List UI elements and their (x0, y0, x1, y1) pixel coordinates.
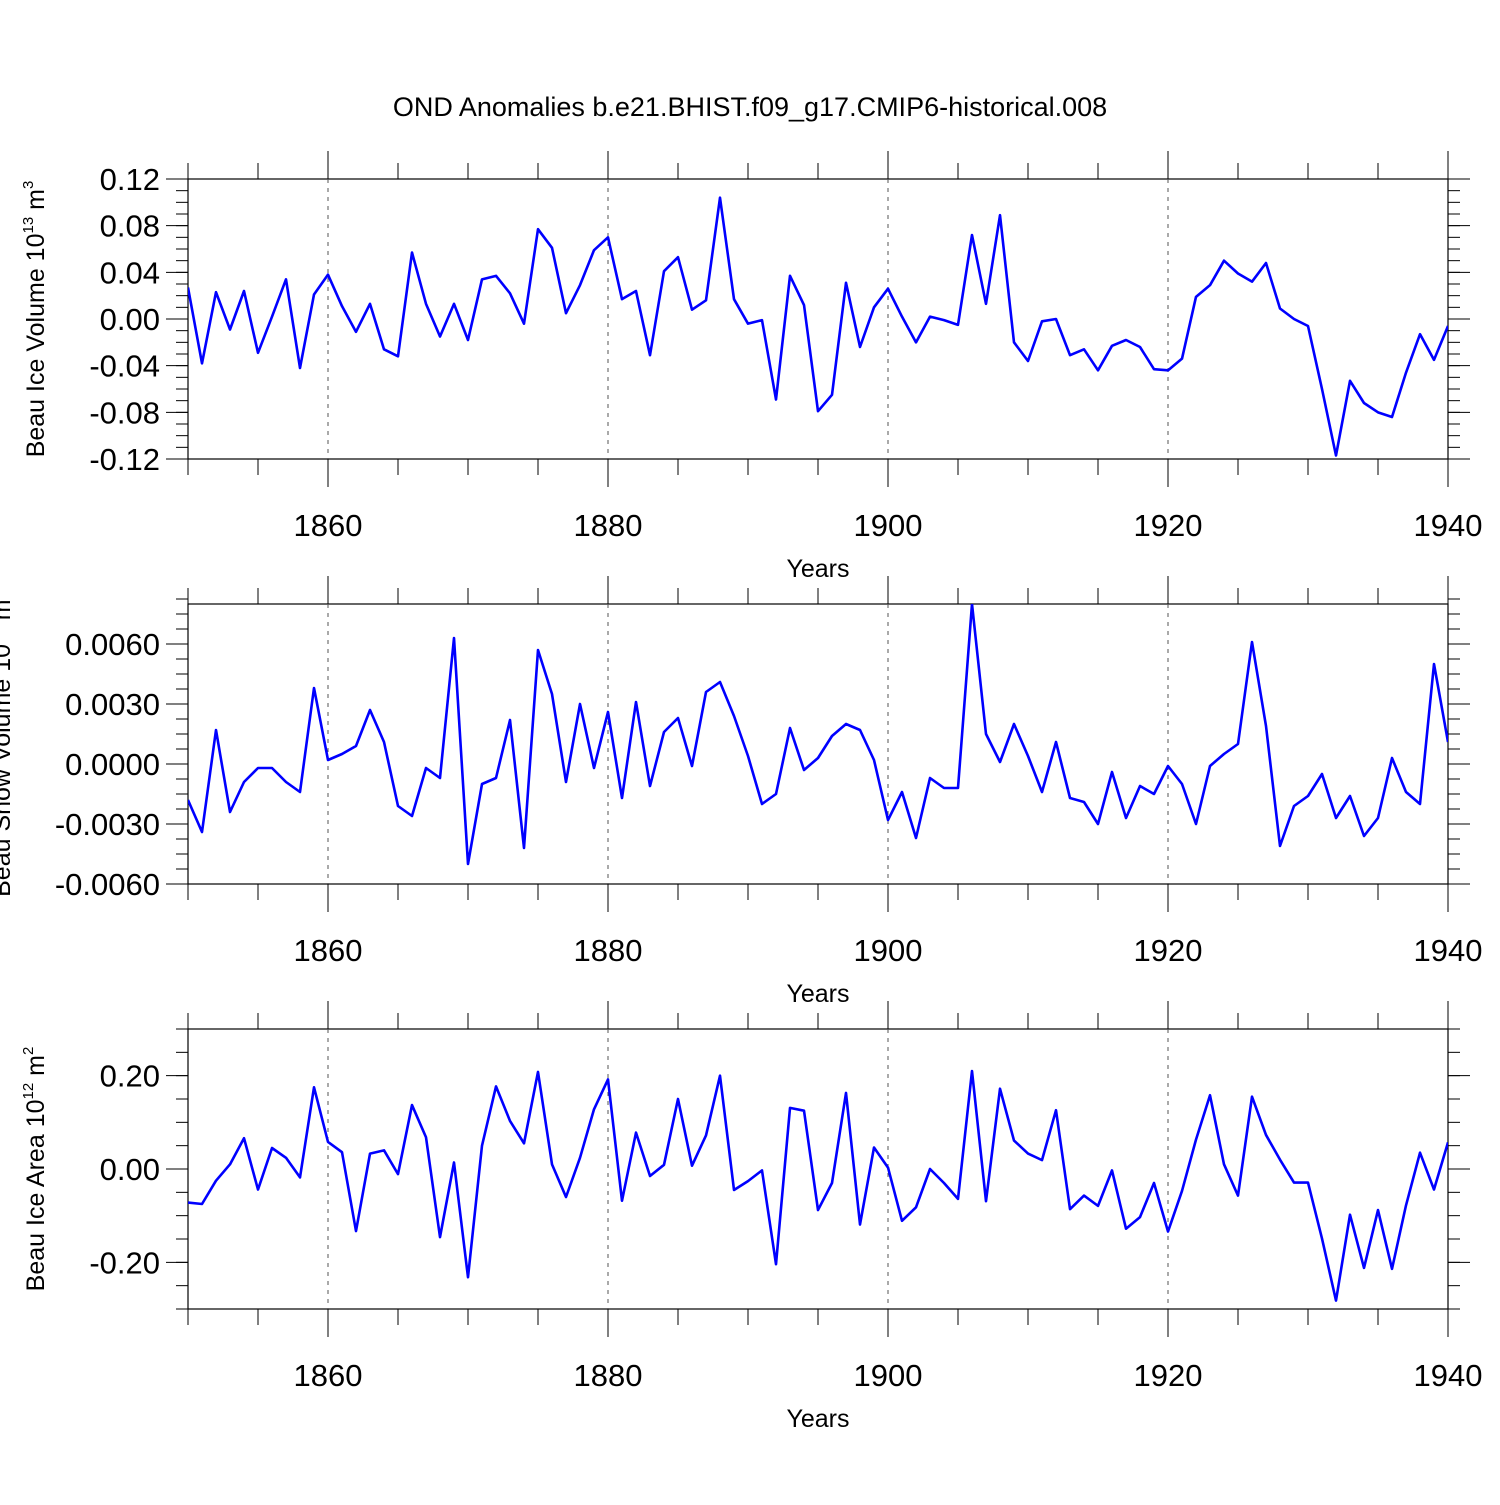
xtick-label: 1900 (854, 508, 923, 543)
xtick-label: 1860 (294, 508, 363, 543)
ytick-label: -0.20 (89, 1245, 160, 1280)
ytick-label: 0.00 (100, 302, 160, 337)
xtick-label: 1940 (1414, 933, 1483, 968)
ytick-label: 0.08 (100, 209, 160, 244)
xtick-label: 1880 (574, 1358, 643, 1393)
xtick-label: 1900 (854, 933, 923, 968)
panel-ice-area: -0.20 0.00 0.20 1860 1880 1900 1920 1940 Years Be… (20, 1001, 1482, 1433)
x-axis-title: Years (786, 980, 849, 1008)
xtick-label: 1860 (294, 933, 363, 968)
y-axis-title-exponent: 13 (0, 627, 3, 644)
xtick-label: 1860 (294, 1358, 363, 1393)
y-axis-title-main: Beau Ice Area 10 (22, 1100, 50, 1292)
y-axis-title-exponent: 12 (20, 1083, 37, 1100)
ytick-label: 0.0060 (65, 627, 160, 662)
ytick-label: -0.12 (89, 442, 160, 477)
ytick-label: 0.0000 (65, 747, 160, 782)
plot-frame (187, 603, 1449, 885)
y-axis-title-main: Beau Snow Volume 10 (0, 644, 16, 897)
panel-snow-volume: -0.0060 -0.0030 0.0000 0.0030 0.0060 1860 1880… (0, 576, 1482, 1008)
xtick-label: 1880 (574, 933, 643, 968)
x-axis-title: Years (786, 1405, 849, 1433)
ytick-label: 0.0030 (65, 687, 160, 722)
ytick-label: 0.20 (100, 1059, 160, 1094)
ytick-label: -0.0060 (55, 867, 160, 902)
ytick-label: 0.00 (100, 1152, 160, 1187)
ytick-label: -0.04 (89, 349, 160, 384)
xtick-label: 1920 (1134, 1358, 1203, 1393)
series-line-ice-volume (188, 196, 1448, 457)
xtick-label: 1940 (1414, 1358, 1483, 1393)
series-line-ice-area (188, 1069, 1448, 1302)
xtick-label: 1900 (854, 1358, 923, 1393)
y-axis-title: Beau Ice Volume 1013 m3 (20, 181, 50, 458)
y-axis-title-unit: m (22, 189, 50, 217)
xtick-label: 1940 (1414, 508, 1483, 543)
y-axis-title: Beau Snow Volume 1013 m3 (0, 591, 16, 897)
y-axis-title: Beau Ice Area 1012 m2 (20, 1047, 50, 1292)
y-axis-title-unit: m (0, 599, 16, 627)
xtick-label: 1920 (1134, 508, 1203, 543)
ytick-label: -0.0030 (55, 807, 160, 842)
ytick-label: -0.08 (89, 395, 160, 430)
plot-frame (187, 178, 1449, 460)
y-axis-title-unit-exponent: 2 (20, 1047, 37, 1055)
y-axis-title-unit-exponent: 3 (20, 181, 37, 189)
ytick-label: 0.04 (100, 255, 160, 290)
y-axis-title-unit-exponent: 3 (0, 591, 3, 599)
y-axis-title-unit: m (22, 1055, 50, 1083)
y-axis-title-exponent: 13 (20, 217, 37, 234)
panel-ice-volume: -0.12 -0.08 -0.04 0.00 0.04 0.08 0.12 1860 1880 1… (20, 151, 1482, 583)
series-line-snow-volume (188, 604, 1448, 866)
x-axis-title: Years (786, 555, 849, 583)
chart-title: OND Anomalies b.e21.BHIST.f09_g17.CMIP6-… (393, 92, 1107, 122)
xtick-label: 1880 (574, 508, 643, 543)
plot-frame (187, 1028, 1449, 1310)
y-axis-title-main: Beau Ice Volume 10 (22, 234, 50, 458)
xtick-label: 1920 (1134, 933, 1203, 968)
ytick-label: 0.12 (100, 162, 160, 197)
